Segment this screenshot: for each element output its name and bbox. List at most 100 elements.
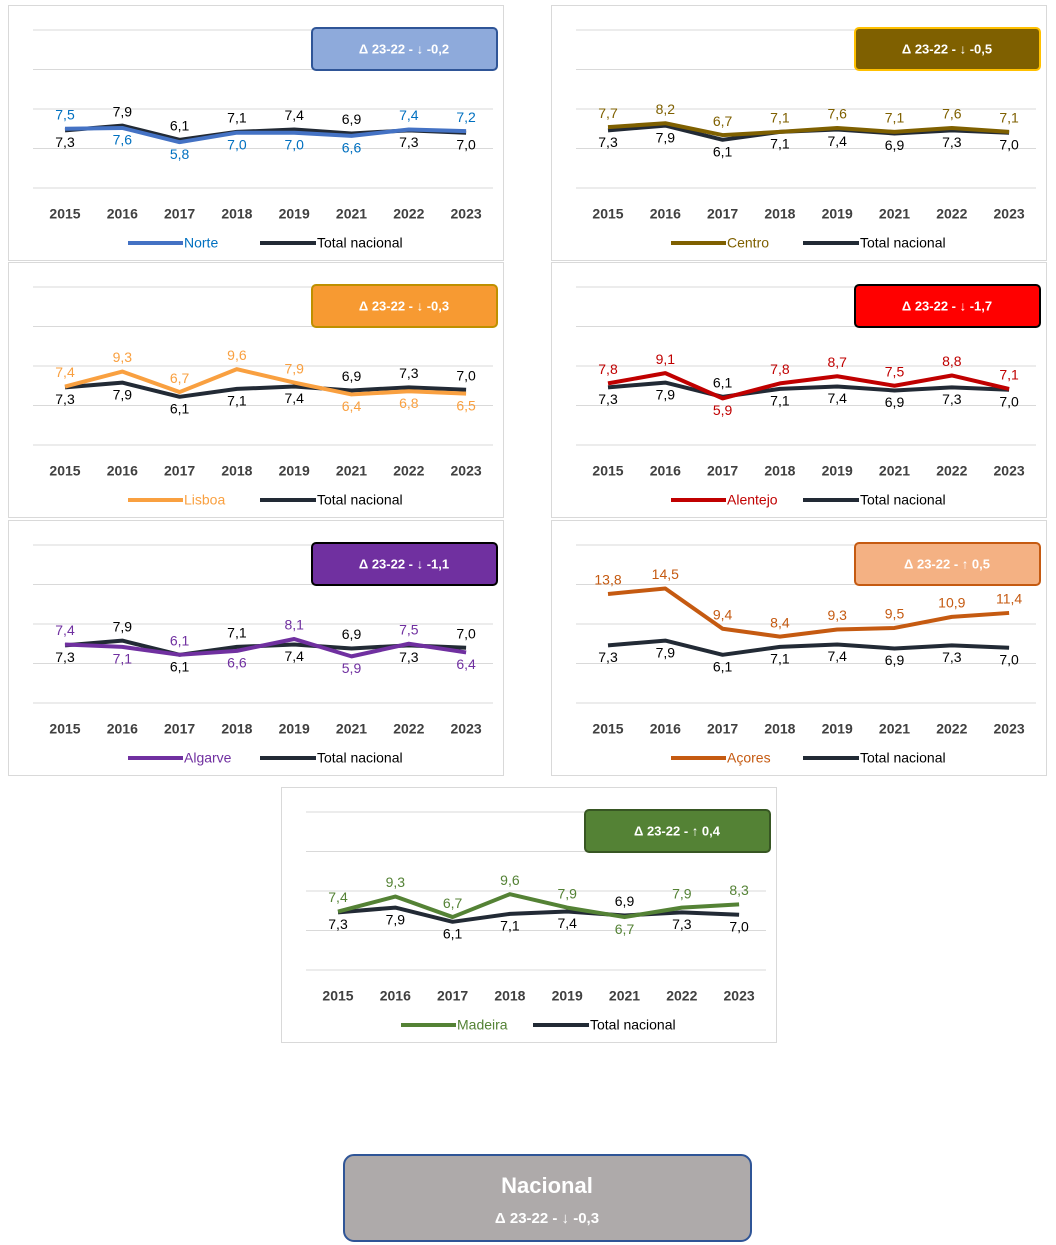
data-label: 7,3 [399,134,419,150]
series-line [607,586,1010,639]
x-tick-label: 2022 [936,463,967,479]
data-label: 7,4 [55,364,75,380]
data-label: 6,5 [456,397,476,413]
legend-label: Total nacional [590,1017,676,1033]
data-label: 6,8 [399,395,419,411]
x-tick-label: 2023 [994,463,1025,479]
data-label: 7,9 [113,618,133,634]
data-label: 7,9 [113,386,133,402]
data-label: 7,1 [999,110,1019,126]
annotation: Δ 23-22 - ↑ 0,4 [634,823,721,838]
data-label: 7,1 [770,110,790,126]
data-label: 8,8 [942,353,962,369]
x-tick-label: 2019 [822,206,853,222]
data-label: 7,3 [55,649,75,665]
data-label: 7,9 [656,644,676,660]
data-label: 7,5 [399,621,419,637]
data-label: 6,9 [342,111,362,127]
series-line [64,125,467,145]
legend-label: Madeira [457,1017,508,1033]
data-label: 7,3 [942,391,962,407]
series-line [607,380,1010,399]
x-tick-label: 2017 [164,463,195,479]
x-tick-label: 2021 [879,463,910,479]
data-label: 7,0 [284,136,304,152]
data-label: 7,3 [598,649,618,665]
data-label: 8,4 [770,614,790,630]
data-label: 7,9 [672,885,692,901]
annotation-box [854,284,1041,328]
data-label: 9,5 [885,606,905,622]
series-line [64,367,467,397]
x-tick-label: 2022 [666,988,697,1004]
annotation: Δ 23-22 - ↓ -1,7 [902,298,992,313]
data-label: 7,0 [729,918,749,934]
x-tick-label: 2016 [107,721,138,737]
data-label: 7,9 [386,911,406,927]
x-tick-label: 2015 [592,206,623,222]
data-label: 7,4 [284,390,304,406]
data-label: 8,1 [284,617,304,633]
data-label: 6,1 [713,659,733,675]
x-tick-label: 2017 [164,721,195,737]
data-label: 6,9 [885,394,905,410]
data-label: 6,7 [170,370,190,386]
x-tick-label: 2021 [336,206,367,222]
data-label: 9,6 [500,872,520,888]
data-label: 6,7 [713,113,733,129]
data-label: 7,4 [328,889,348,905]
x-tick-label: 2023 [724,988,755,1004]
x-tick-label: 2023 [994,206,1025,222]
data-label: 6,1 [443,926,463,942]
x-tick-label: 2016 [107,206,138,222]
data-label: 6,9 [342,368,362,384]
x-tick-label: 2023 [451,463,482,479]
series-line [337,892,740,920]
legend-label: Total nacional [860,750,946,766]
series-line [607,371,1010,401]
data-label: 7,6 [113,132,133,148]
x-tick-label: 2018 [221,721,252,737]
data-label: 7,6 [942,106,962,122]
data-label: 8,7 [827,354,847,370]
x-tick-label: 2017 [707,721,738,737]
data-label: 7,4 [399,107,419,123]
annotation: Δ 23-22 - ↑ 0,5 [904,556,990,571]
annotation: Δ 23-22 - ↓ -1,1 [359,556,449,571]
annotation: Δ 23-22 - ↓ -0,3 [359,298,449,313]
data-label: 9,3 [827,607,847,623]
annotation: Δ 23-22 - ↓ -0,2 [359,41,449,56]
x-tick-label: 2016 [650,463,681,479]
x-tick-label: 2016 [650,206,681,222]
data-label: 5,8 [170,146,190,162]
data-label: 7,3 [672,916,692,932]
x-tick-label: 2019 [822,721,853,737]
data-label: 7,1 [227,393,247,409]
annotation-box [584,809,771,853]
x-tick-label: 2023 [451,721,482,737]
annotation-box [854,27,1041,71]
x-tick-label: 2019 [279,463,310,479]
data-label: 7,4 [284,648,304,664]
data-label: 7,1 [885,110,905,126]
annotation: Δ 23-22 - ↓ -0,5 [902,41,992,56]
x-tick-label: 2021 [336,463,367,479]
x-tick-label: 2015 [49,721,80,737]
x-tick-label: 2022 [393,206,424,222]
data-label: 5,9 [713,402,733,418]
x-tick-label: 2018 [764,721,795,737]
data-label: 7,4 [827,648,847,664]
x-tick-label: 2021 [879,206,910,222]
data-label: 7,3 [598,134,618,150]
x-tick-label: 2015 [49,463,80,479]
data-label: 10,9 [938,595,965,611]
x-tick-label: 2019 [822,463,853,479]
legend-label: Centro [727,235,769,251]
x-tick-label: 2023 [451,206,482,222]
x-tick-label: 2016 [107,463,138,479]
data-label: 6,9 [342,626,362,642]
legend-label: Algarve [184,750,232,766]
x-tick-label: 2018 [764,463,795,479]
x-tick-label: 2022 [936,721,967,737]
data-label: 9,3 [386,874,406,890]
